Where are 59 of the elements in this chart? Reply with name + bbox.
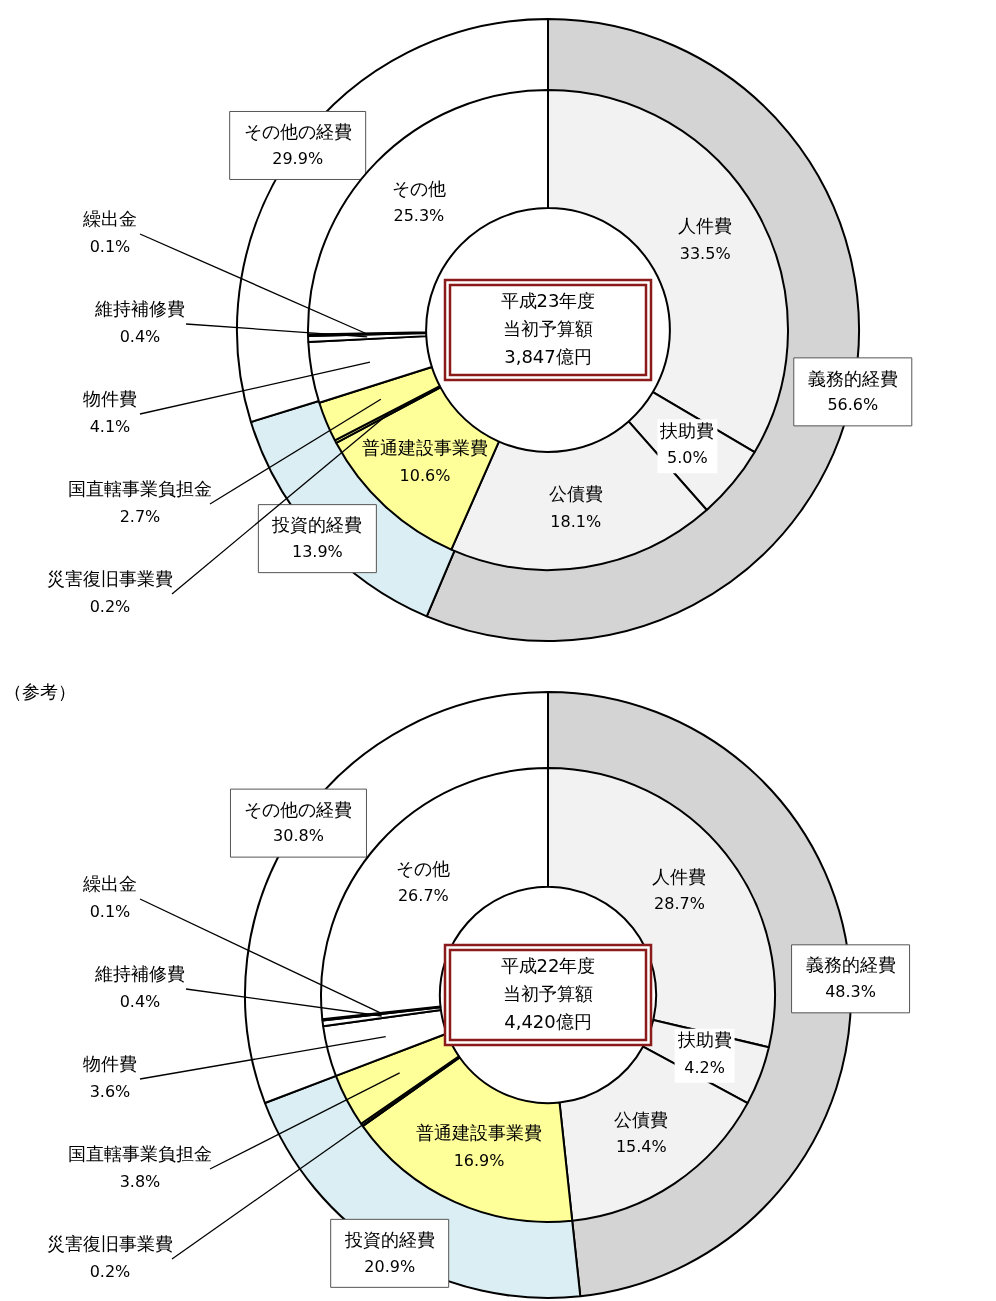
data-label: 26.7% [397, 886, 449, 906]
data-label: 18.1% [550, 511, 602, 531]
slice-label: 国直轄事業負担金 [68, 477, 212, 499]
slice-label: 普通建設事業費 [361, 437, 488, 459]
slice-label: その他 [391, 177, 446, 199]
text: （参考） [4, 680, 76, 702]
slice-label: 投資的経費 [271, 514, 363, 536]
data-label: 4.1% [89, 417, 131, 437]
slice-label: 物件費 [83, 1052, 137, 1074]
slice-label: 災害復旧事業費 [47, 1232, 173, 1254]
slice-label: 扶助費 [676, 1029, 732, 1051]
text: 4,420億円 [504, 1010, 592, 1032]
text: 平成23年度 [500, 289, 596, 311]
data-label: 48.3% [825, 981, 876, 1001]
slice-label: 扶助費 [659, 420, 715, 442]
data-label: 4.2% [684, 1057, 725, 1077]
slice-label: 災害復旧事業費 [47, 567, 173, 589]
text: 当初予算額 [503, 317, 593, 339]
data-label: 0.2% [89, 1262, 131, 1282]
data-label: 5.0% [667, 448, 708, 468]
data-label: 3.8% [119, 1172, 161, 1192]
slice-label: 投資的経費 [343, 1229, 435, 1251]
data-label: 2.7% [119, 507, 161, 527]
slice-label: 維持補修費 [94, 297, 185, 319]
data-label: 10.6% [399, 465, 451, 485]
data-label: 25.3% [393, 206, 445, 226]
slice-label: 公債費 [614, 1108, 669, 1130]
data-label: 0.4% [119, 327, 161, 347]
slice-label: 国直轄事業負担金 [68, 1142, 212, 1164]
data-label: 16.9% [453, 1150, 505, 1170]
slice-label: 義務的経費 [805, 954, 896, 976]
data-label: 30.8% [273, 826, 324, 846]
data-label: 13.9% [291, 541, 343, 561]
slice-label: 義務的経費 [807, 367, 898, 389]
slice-label: 公債費 [548, 483, 603, 505]
data-label: 0.4% [119, 992, 161, 1012]
data-label: 15.4% [615, 1137, 667, 1157]
data-label: 0.2% [89, 597, 131, 617]
slice-label: 繰出金 [82, 207, 137, 229]
slice-label: その他の経費 [244, 798, 353, 820]
slice-label: 繰出金 [82, 872, 137, 894]
slice-label: 人件費 [678, 215, 733, 237]
slice-label: 普通建設事業費 [416, 1122, 543, 1144]
text: 当初予算額 [503, 982, 593, 1004]
data-label: 0.1% [89, 902, 131, 922]
text: 平成22年度 [500, 954, 596, 976]
slice-label: 物件費 [83, 387, 137, 409]
data-label: 28.7% [654, 894, 705, 914]
data-label: 33.5% [679, 243, 731, 263]
data-label: 29.9% [272, 148, 324, 168]
slice-label: その他の経費 [243, 121, 352, 143]
text: 3,847億円 [504, 345, 592, 367]
slice-label: 人件費 [652, 865, 707, 887]
slice-label: その他 [396, 857, 451, 879]
slice-label: 維持補修費 [94, 962, 185, 984]
data-label: 20.9% [364, 1256, 416, 1276]
data-label: 56.6% [827, 395, 879, 415]
data-label: 3.6% [89, 1082, 131, 1102]
data-label: 0.1% [89, 237, 131, 257]
